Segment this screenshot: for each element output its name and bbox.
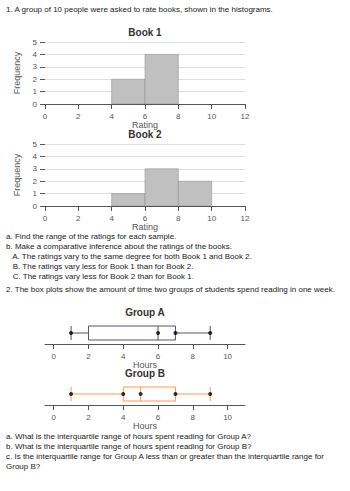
svg-text:4: 4 <box>121 352 126 361</box>
svg-text:8: 8 <box>176 112 181 121</box>
svg-text:A. The ratings vary to the sam: A. The ratings vary to the same degree f… <box>6 252 252 261</box>
svg-text:10: 10 <box>223 413 232 422</box>
svg-text:Book 1: Book 1 <box>128 27 162 38</box>
svg-text:6: 6 <box>143 214 148 223</box>
svg-text:0: 0 <box>51 352 56 361</box>
svg-text:6: 6 <box>143 112 148 121</box>
svg-text:2: 2 <box>33 177 38 186</box>
svg-text:4: 4 <box>33 152 38 161</box>
svg-text:1: 1 <box>33 87 38 96</box>
svg-text:2: 2 <box>76 214 81 223</box>
svg-text:1. A group of 10 people were a: 1. A group of 10 people were asked to ra… <box>6 5 273 14</box>
svg-text:Hours: Hours <box>133 421 158 431</box>
svg-text:1: 1 <box>33 189 38 198</box>
svg-text:0: 0 <box>33 100 38 109</box>
svg-text:Book 2: Book 2 <box>128 128 162 140</box>
svg-text:Hours: Hours <box>133 360 158 370</box>
svg-text:8: 8 <box>176 214 181 223</box>
svg-text:Frequency: Frequency <box>12 51 22 94</box>
svg-text:10: 10 <box>207 214 216 223</box>
svg-text:5: 5 <box>33 140 38 149</box>
svg-text:3: 3 <box>33 62 38 71</box>
svg-text:Rating: Rating <box>132 120 158 130</box>
svg-text:2: 2 <box>86 413 91 422</box>
svg-text:4: 4 <box>109 112 114 121</box>
svg-text:0: 0 <box>43 214 48 223</box>
svg-text:6: 6 <box>156 352 161 361</box>
svg-text:4: 4 <box>121 413 126 422</box>
svg-text:Group B: Group B <box>125 367 165 379</box>
svg-text:B. The ratings vary less for B: B. The ratings vary less for Book 1 than… <box>6 262 194 271</box>
svg-text:c. Is the interquartile range: c. Is the interquartile range for Group … <box>6 452 326 461</box>
svg-text:12: 12 <box>241 112 250 121</box>
svg-text:5: 5 <box>33 38 38 47</box>
svg-text:8: 8 <box>191 413 196 422</box>
svg-text:6: 6 <box>156 413 161 422</box>
svg-text:2: 2 <box>33 75 38 84</box>
svg-text:a. What is the interquartile r: a. What is the interquartile range of ho… <box>6 432 252 441</box>
svg-text:10: 10 <box>223 352 232 361</box>
svg-text:b. What is the interquartile r: b. What is the interquartile range of ho… <box>6 442 252 451</box>
svg-text:Group B?: Group B? <box>6 462 41 471</box>
svg-text:Frequency: Frequency <box>12 153 22 196</box>
svg-text:Group A: Group A <box>125 307 165 318</box>
svg-text:2: 2 <box>86 352 91 361</box>
svg-text:b. Make a comparative inferenc: b. Make a comparative inference about th… <box>6 242 232 251</box>
svg-text:10: 10 <box>207 112 216 121</box>
svg-text:a. Find the range of the ratin: a. Find the range of the ratings for eac… <box>6 232 176 241</box>
svg-text:0: 0 <box>51 413 56 422</box>
svg-text:Rating: Rating <box>132 222 158 232</box>
svg-text:12: 12 <box>241 214 250 223</box>
svg-text:4: 4 <box>109 214 114 223</box>
svg-text:8: 8 <box>191 352 196 361</box>
svg-text:4: 4 <box>33 50 38 59</box>
svg-text:0: 0 <box>43 112 48 121</box>
svg-text:3: 3 <box>33 164 38 173</box>
svg-text:C. The ratings vary less for B: C. The ratings vary less for Book 2 than… <box>6 272 194 281</box>
svg-text:2. The box plots show the amou: 2. The box plots show the amount of time… <box>6 285 335 294</box>
svg-text:2: 2 <box>76 112 81 121</box>
svg-text:0: 0 <box>33 202 38 211</box>
